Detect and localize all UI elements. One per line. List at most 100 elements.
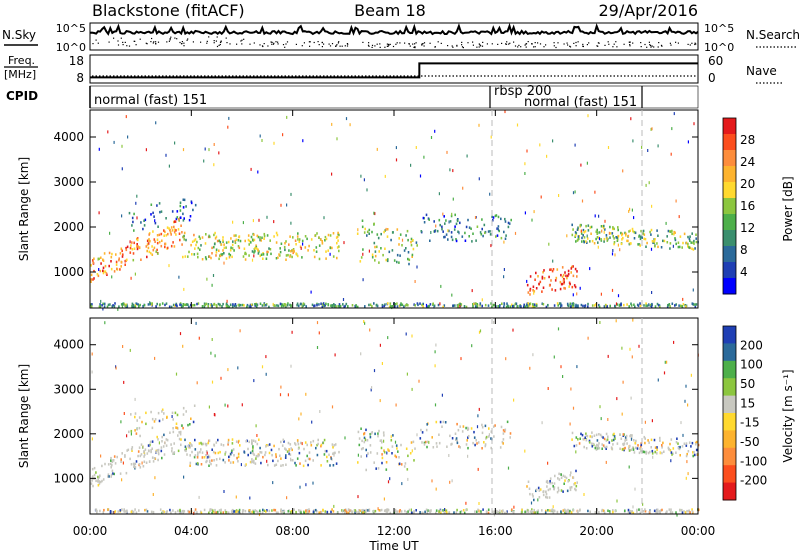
data-cell [559, 305, 562, 309]
data-cell [598, 305, 601, 309]
data-cell [201, 258, 204, 261]
data-cell [511, 303, 513, 307]
data-cell [546, 485, 548, 488]
data-cell [241, 403, 243, 407]
noise-search-dot [613, 43, 615, 45]
data-cell [374, 509, 377, 513]
data-cell [151, 447, 153, 450]
data-cell [155, 305, 157, 308]
data-cell [675, 441, 678, 444]
data-cell [652, 455, 654, 459]
data-cell [430, 231, 432, 234]
data-cell [280, 464, 282, 467]
data-cell [611, 232, 614, 235]
data-cell [156, 302, 158, 306]
data-cell [572, 302, 574, 305]
data-cell [354, 509, 357, 512]
data-cell [168, 305, 171, 308]
data-cell [502, 438, 505, 441]
data-cell [209, 509, 211, 512]
data-cell [364, 321, 366, 325]
data-cell [379, 509, 381, 512]
data-cell [663, 371, 666, 375]
data-cell [596, 439, 599, 442]
data-cell [149, 301, 151, 305]
data-cell [298, 417, 300, 421]
data-cell [399, 254, 401, 257]
noise-search-dot [582, 45, 584, 47]
data-cell [398, 456, 400, 459]
data-cell [290, 221, 292, 225]
data-cell [666, 510, 668, 513]
data-cell [632, 448, 635, 451]
data-cell [594, 190, 596, 194]
data-cell [280, 440, 282, 444]
data-cell [133, 247, 136, 250]
data-cell [503, 240, 505, 244]
data-cell [598, 231, 601, 234]
data-cell [149, 303, 151, 306]
data-cell [656, 508, 659, 512]
data-cell [589, 267, 591, 271]
data-cell [371, 386, 373, 390]
data-cell [98, 257, 100, 261]
data-cell [252, 219, 254, 223]
data-cell [366, 230, 369, 234]
data-cell [647, 439, 649, 442]
data-cell [323, 216, 325, 220]
noise-search-dot [687, 43, 689, 45]
data-cell [432, 302, 434, 305]
data-cell [225, 257, 228, 260]
data-cell [276, 304, 278, 307]
data-cell [580, 229, 582, 233]
data-cell [383, 449, 385, 452]
data-cell [225, 511, 227, 514]
data-cell [133, 241, 135, 245]
data-cell [497, 215, 500, 219]
noise-search-dot [166, 41, 168, 43]
data-cell [275, 511, 278, 514]
data-cell [493, 510, 496, 513]
data-cell [385, 227, 387, 231]
data-cell [669, 305, 671, 308]
data-cell [225, 305, 228, 308]
data-cell [304, 441, 307, 444]
data-cell [102, 269, 104, 273]
data-cell [185, 205, 187, 208]
data-cell [96, 273, 99, 276]
data-cell [109, 511, 112, 514]
data-cell [546, 154, 548, 158]
data-cell [232, 240, 234, 243]
data-cell [232, 220, 234, 224]
data-cell [657, 234, 659, 237]
data-cell [514, 302, 517, 306]
data-cell [589, 240, 591, 243]
data-cell [562, 273, 565, 277]
colorbar-swatch [723, 378, 736, 397]
data-cell [274, 508, 277, 512]
data-cell [504, 237, 507, 240]
data-cell [574, 231, 577, 234]
data-cell [387, 508, 390, 512]
data-cell [92, 259, 94, 262]
data-cell [109, 303, 111, 306]
noise-search-dot [657, 46, 659, 48]
data-cell [656, 448, 658, 452]
data-cell [653, 240, 656, 243]
data-cell [606, 305, 608, 308]
data-cell [675, 303, 677, 306]
data-cell [110, 260, 112, 263]
data-cell [182, 219, 185, 222]
data-cell [557, 304, 559, 307]
data-cell [347, 511, 350, 515]
data-cell [516, 123, 519, 127]
data-cell [128, 211, 131, 215]
noise-search-dot [386, 45, 388, 47]
data-cell [414, 304, 416, 307]
data-cell [363, 510, 366, 514]
data-cell [181, 243, 183, 246]
data-cell [186, 303, 188, 306]
data-cell [471, 344, 473, 348]
data-cell [656, 452, 658, 455]
data-cell [613, 237, 615, 240]
